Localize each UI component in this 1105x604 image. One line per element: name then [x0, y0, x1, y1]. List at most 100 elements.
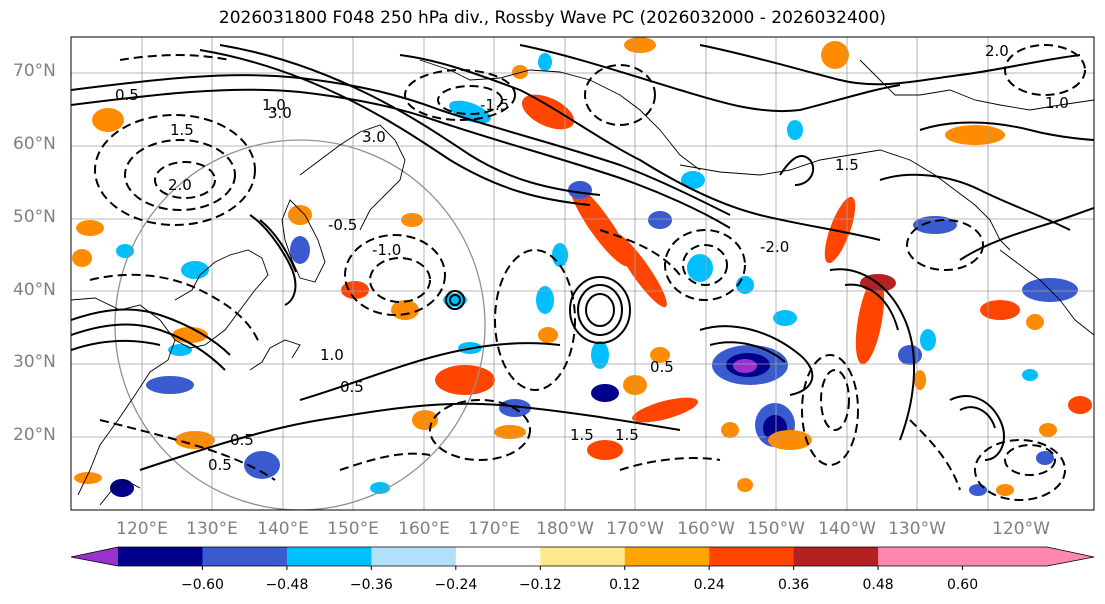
shade-patch: [181, 261, 209, 279]
contour-label: 2.0: [985, 42, 1009, 60]
contour-label: -1.5: [480, 96, 509, 114]
shade-patch: [737, 478, 753, 492]
shade-patch: [536, 286, 554, 314]
colorbar-ticks: [201, 566, 964, 570]
shade-patch: [920, 329, 936, 351]
colorbar: [70, 546, 1095, 570]
shade-patch: [681, 171, 705, 189]
contour-labels: 0.5 1.0 1.5 2.0 3.0 -0.5 -1.0 -1.5 -2.0 …: [115, 42, 1069, 474]
plot-frame: [70, 36, 1095, 511]
shade-patch: [1068, 396, 1092, 414]
lon-label-150w: 150°W: [747, 519, 805, 539]
shade-patch: [175, 431, 215, 449]
colorbar-bin: [455, 547, 541, 566]
shade-patch: [146, 376, 194, 394]
colorbar-bin: [878, 547, 964, 566]
map-plot-area: 0.5 1.0 1.5 2.0 3.0 -0.5 -1.0 -1.5 -2.0 …: [71, 37, 1094, 510]
map-title: 2026031800 F048 250 hPa div., Rossby Wav…: [218, 8, 887, 28]
colorbar-tick-label: −0.12: [518, 577, 562, 593]
shade-patch: [76, 220, 104, 236]
shade-patch: [290, 236, 310, 264]
shade-patch: [773, 310, 797, 326]
lon-label-170e: 170°E: [468, 519, 520, 539]
contour-label: 2.0: [168, 176, 192, 194]
shade-patch: [168, 344, 192, 356]
shade-patch: [74, 472, 102, 484]
lon-label-120w: 120°W: [992, 519, 1050, 539]
shade-patch: [370, 482, 390, 494]
shade-patch: [898, 345, 922, 365]
colorbar-extend-low: [71, 547, 118, 566]
colorbar-tick-label: −0.24: [434, 577, 478, 593]
contour-label: 0.5: [115, 86, 139, 104]
shade-patch: [1022, 369, 1038, 381]
lon-label-130w: 130°W: [888, 519, 946, 539]
colorbar-bin: [793, 547, 879, 566]
shade-patch: [443, 293, 467, 307]
positive-contours: [71, 44, 1094, 471]
shade-patch: [733, 359, 757, 373]
lat-label-30: 30°N: [13, 352, 56, 372]
colorbar-bin: [709, 547, 795, 566]
colorbar-tick-label: −0.48: [265, 577, 309, 593]
colorbar-tick-label: 0.48: [862, 577, 894, 593]
graticule: [71, 37, 1094, 510]
colorbar-tick-label: −0.60: [181, 577, 224, 593]
lon-label-180w: 180°W: [536, 519, 594, 539]
shade-patch: [824, 196, 856, 264]
shade-patch: [687, 254, 713, 282]
shade-patch: [494, 425, 526, 439]
colorbar-bin: [540, 547, 626, 566]
shade-patch: [587, 440, 623, 460]
shade-patch: [341, 281, 369, 299]
lat-label-40: 40°N: [13, 280, 56, 300]
shade-patch: [92, 108, 124, 132]
shade-patch: [288, 205, 312, 225]
shade-patch: [538, 327, 558, 343]
colorbar-tick-label: 0.36: [778, 577, 810, 593]
contour-label: 1.0: [1045, 94, 1069, 112]
shade-patch: [648, 211, 672, 229]
shade-patch: [1036, 451, 1054, 465]
shade-patch: [1039, 423, 1057, 437]
lat-label-50: 50°N: [13, 207, 56, 227]
colorbar-tick-label: −0.36: [349, 577, 393, 593]
colorbar-segments: [118, 547, 1048, 566]
shade-patch: [521, 94, 575, 130]
shade-patch: [914, 370, 926, 390]
shade-patch: [591, 341, 609, 369]
lat-label-70: 70°N: [13, 61, 56, 81]
negative-contours: [89, 44, 1086, 501]
colorbar-bin: [624, 547, 710, 566]
divergence-shading: [72, 37, 1092, 497]
colorbar-tick-label: 0.12: [609, 577, 641, 593]
shade-patch: [650, 347, 670, 363]
shade-patch: [391, 300, 419, 320]
shade-patch: [552, 243, 568, 267]
shade-patch: [568, 181, 592, 199]
shade-patch: [821, 41, 849, 69]
contour-label: 0.5: [340, 378, 364, 396]
colorbar-outline: [70, 546, 1095, 567]
lon-label-130e: 130°E: [186, 519, 238, 539]
contour-label: 1.0: [262, 96, 286, 114]
contour-label: -1.0: [372, 241, 401, 259]
lon-label-140e: 140°E: [257, 519, 309, 539]
shade-patch: [512, 65, 528, 79]
colorbar-bin: [371, 547, 457, 566]
map-background: [71, 37, 1094, 510]
shade-patch: [945, 125, 1005, 145]
shade-patch: [244, 451, 280, 479]
shade-patch: [768, 430, 812, 450]
contour-label: 3.0: [362, 128, 386, 146]
colorbar-bin: [202, 547, 288, 566]
colorbar-extend-high: [1047, 547, 1094, 566]
contour-label: 1.5: [835, 156, 859, 174]
shade-patch: [412, 410, 438, 430]
lat-label-60: 60°N: [13, 134, 56, 154]
contour-label: 1.5: [570, 426, 594, 444]
shade-patch: [624, 37, 656, 53]
shade-patch: [855, 275, 885, 365]
shade-patch: [787, 120, 803, 140]
shade-patch: [969, 484, 987, 496]
